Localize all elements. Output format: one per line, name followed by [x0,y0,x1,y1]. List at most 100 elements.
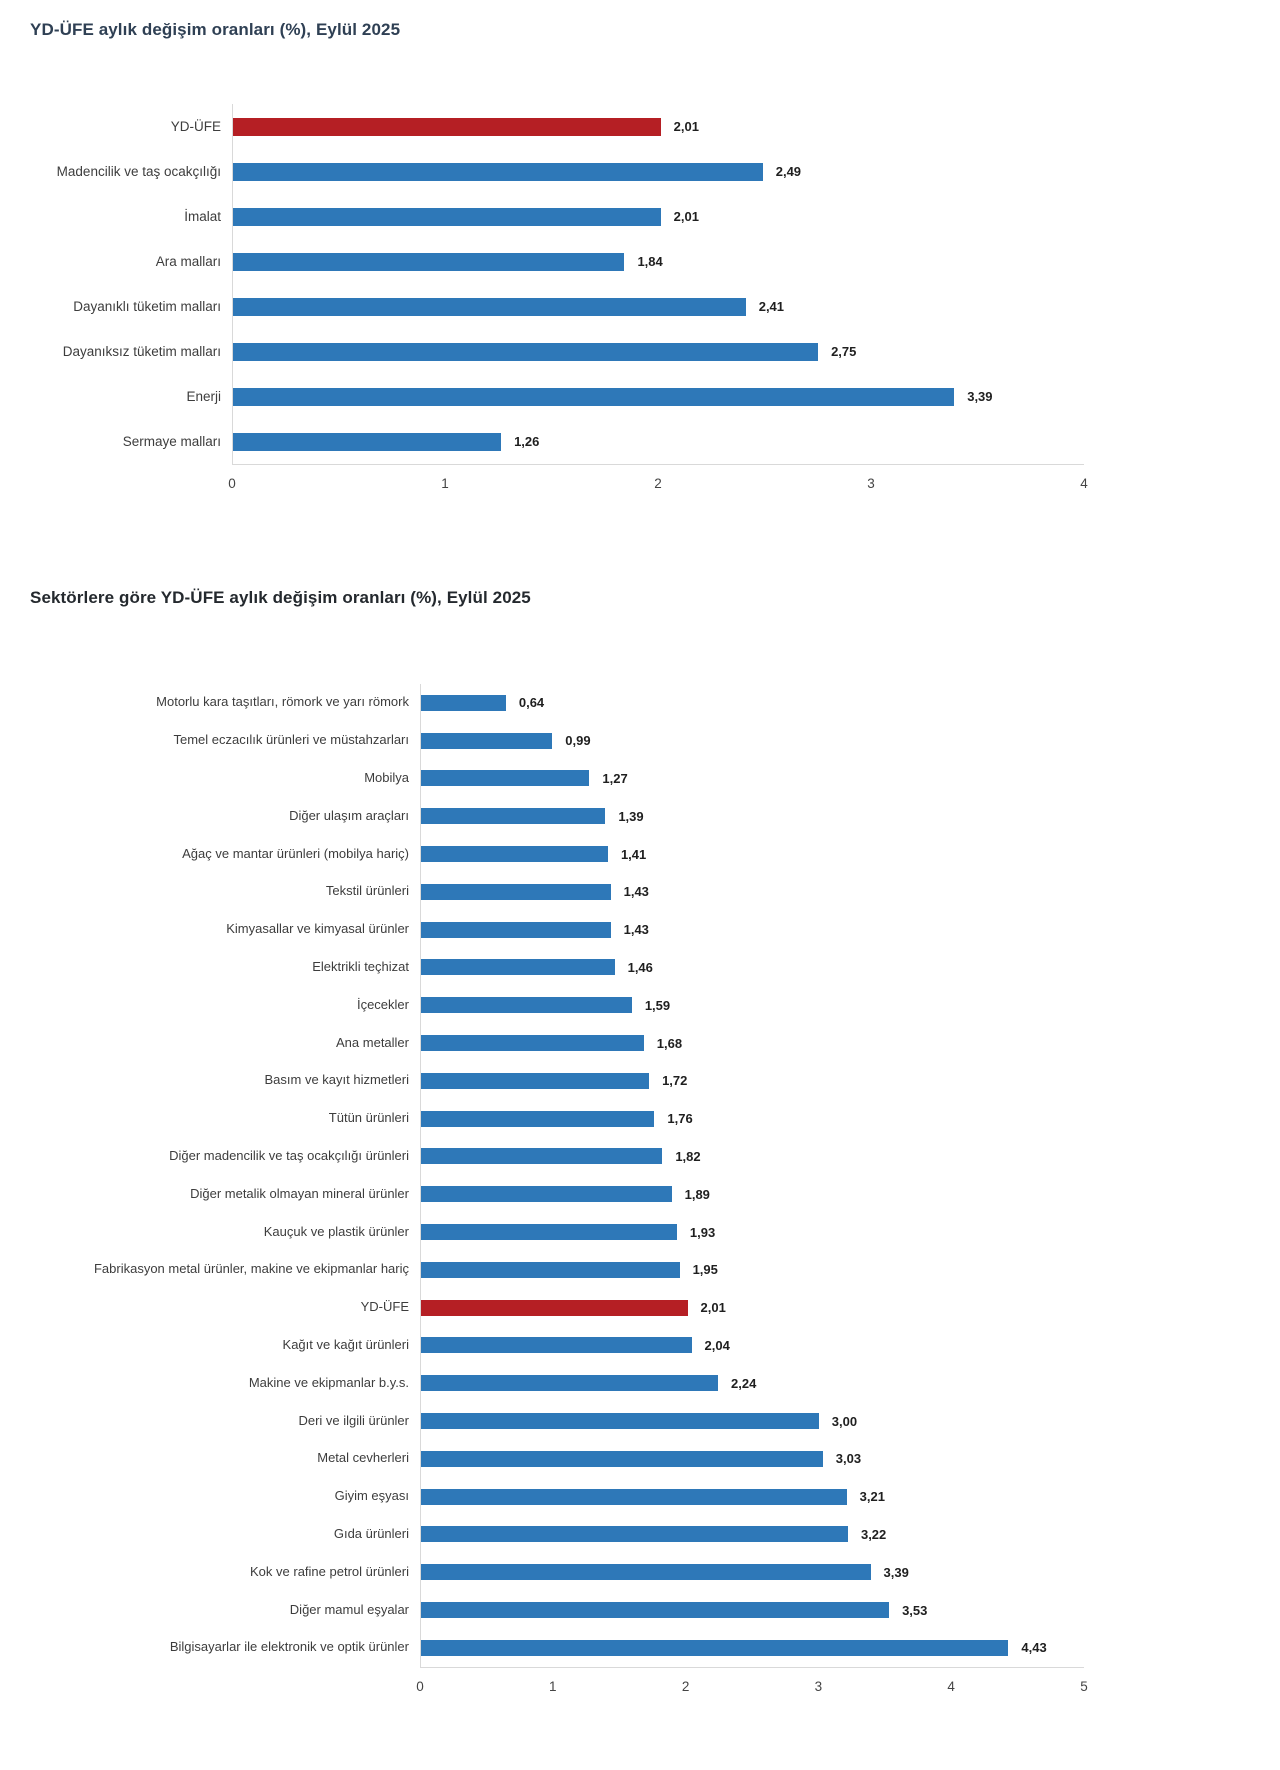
value-label: 2,01 [673,119,699,134]
bar-track: 0,99 [420,721,1084,760]
bar-track: 1,93 [420,1213,1084,1251]
bar-track: 1,89 [420,1175,1084,1214]
bar [421,1413,819,1430]
bar-row: Giyim eşyası 3,21 [30,1477,1170,1516]
category-label: İçecekler [356,996,409,1012]
bar-row: Temel eczacılık ürünleri ve müstahzarlar… [30,721,1170,760]
bar [421,1375,719,1392]
x-axis-tick-label: 1 [441,476,449,491]
value-label: 3,39 [883,1564,909,1580]
bar-row: Gıda ürünleri 3,22 [30,1515,1170,1554]
bar-track: 2,01 [420,1288,1084,1327]
category-label: Diğer mamul eşyalar [289,1601,409,1617]
bar [421,732,553,749]
bar-rows: YD-ÜFE 2,01 Madencilik ve taş ocakçılığı 2,… [30,104,1170,464]
value-label: 1,27 [602,770,628,786]
bar-track: 2,01 [232,194,1084,239]
value-label: 0,64 [518,695,545,711]
bar-track: 3,22 [420,1515,1084,1554]
value-label: 1,84 [637,254,663,269]
bar [421,1110,655,1127]
bar-row: Kauçuk ve plastik ürünler 1,93 [30,1213,1170,1251]
value-label: 1,82 [675,1148,701,1164]
bar [421,921,611,938]
bar-row: Basım ve kayıt hizmetleri 1,72 [30,1061,1170,1100]
value-label: 1,76 [667,1111,693,1127]
bar-row: Tütün ürünleri 1,76 [30,1099,1170,1138]
bar-track: 3,00 [420,1402,1084,1440]
highlight-bar [421,1299,688,1316]
category-label: Dayanıksız tüketim malları [62,343,221,359]
value-label: 1,46 [627,959,653,975]
bar [233,432,502,451]
category-label: Tekstil ürünleri [325,883,409,899]
x-axis-tick-label: 5 [1080,1678,1088,1694]
bar-row: Kağıt ve kağıt ürünleri 2,04 [30,1326,1170,1365]
value-label: 2,24 [731,1375,757,1391]
bar-row: Diğer metalik olmayan mineral ürünler 1,8… [30,1175,1170,1214]
bar-track: 1,41 [420,835,1084,873]
x-axis-tick-label: 3 [867,476,875,491]
category-label: Bilgisayarlar ile elektronik ve optik ür… [169,1639,409,1655]
category-label: Kok ve rafine petrol ürünleri [250,1563,409,1579]
bar-track: 3,53 [420,1591,1084,1629]
bar-track: 1,43 [420,910,1084,949]
bar [233,387,955,406]
bar [421,1186,672,1203]
value-label: 1,43 [623,922,649,938]
value-label: 1,43 [623,884,649,900]
bar [421,1639,1009,1656]
category-label: Dayanıklı tüketim malları [73,298,221,314]
bar-track: 1,72 [420,1061,1084,1100]
category-label: Ara malları [155,253,221,269]
value-label: 1,59 [644,997,671,1013]
bar-track: 1,68 [420,1024,1084,1062]
x-axis-tick-label: 4 [1080,476,1088,491]
category-label: Motorlu kara taşıtları, römork ve yarı r… [156,694,409,710]
bar [233,342,819,361]
bar [421,1072,650,1089]
category-label: Sermaye malları [122,433,221,449]
bar [421,1450,823,1467]
bar [421,694,506,711]
bar-row: YD-ÜFE 2,01 [30,1288,1170,1327]
category-label: Madencilik ve taş ocakçılığı [56,163,221,179]
bar-track: 1,46 [420,948,1084,987]
bar-row: Diğer madencilik ve taş ocakçılığı ürünl… [30,1137,1170,1176]
category-label: Gıda ürünleri [333,1525,409,1541]
value-label: 1,93 [689,1224,716,1240]
category-label: Diğer madencilik ve taş ocakçılığı ürünl… [169,1147,409,1163]
bar [233,252,625,271]
bar-track: 0,64 [420,684,1084,722]
value-label: 0,99 [565,733,591,749]
category-label: Ağaç ve mantar ürünleri (mobilya hariç) [182,845,409,861]
category-label: Deri ve ilgili ürünler [298,1412,409,1428]
bar [421,1526,848,1543]
value-label: 1,26 [514,434,540,449]
x-axis-tick-label: 1 [549,1678,557,1694]
bar-track: 3,39 [420,1553,1084,1592]
bar [233,207,661,226]
bar [421,959,615,976]
bar-track: 1,76 [420,1099,1084,1138]
bar [421,1261,680,1278]
bar [421,1224,677,1241]
bar-row: Madencilik ve taş ocakçılığı 2,49 [30,149,1170,194]
value-label: 1,68 [656,1035,683,1051]
x-axis: 0 1 2 3 4 [228,464,1088,500]
bar-row: Makine ve ekipmanlar b.y.s. 2,24 [30,1364,1170,1403]
chart-title: YD-ÜFE aylık değişim oranları (%), Eylül… [30,20,401,39]
bar-row: Ağaç ve mantar ürünleri (mobilya hariç) 1… [30,835,1170,873]
category-label: Kauçuk ve plastik ürünler [263,1223,409,1239]
category-label: Diğer metalik olmayan mineral ürünler [190,1185,409,1201]
bar-track: 1,59 [420,986,1084,1025]
category-label: Temel eczacılık ürünleri ve müstahzarlar… [173,732,409,748]
category-label: Fabrikasyon metal ürünler, makine ve eki… [93,1261,409,1277]
chart-title: Sektörlere göre YD-ÜFE aylık değişim ora… [30,588,531,607]
bar [421,1564,871,1581]
bar-track: 1,26 [232,419,1084,464]
bar-row: Diğer ulaşım araçları 1,39 [30,797,1170,836]
bar-track: 3,39 [232,374,1084,419]
value-label: 2,01 [700,1300,726,1316]
bar-track: 2,24 [420,1364,1084,1403]
